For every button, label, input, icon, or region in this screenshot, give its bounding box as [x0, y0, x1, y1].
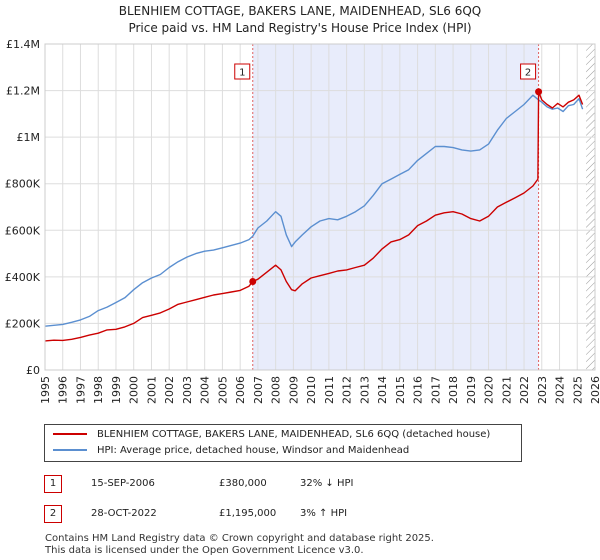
x-tick-label: 2013	[358, 376, 371, 404]
chart-title: BLENHIEM COTTAGE, BAKERS LANE, MAIDENHEA…	[118, 4, 482, 18]
legend-label-hpi: HPI: Average price, detached house, Wind…	[97, 445, 410, 456]
y-tick-label: £1M	[17, 131, 41, 144]
sale-hpi-1: 32% ↓ HPI	[300, 478, 354, 489]
x-tick-label: 2009	[287, 376, 300, 404]
sale-marker-text: 1	[239, 68, 245, 79]
x-tick-label: 2024	[554, 376, 567, 404]
x-tick-label: 2011	[323, 376, 336, 404]
x-tick-label: 2025	[571, 376, 584, 404]
sale-marker-box	[234, 63, 251, 80]
y-tick-label: £1.4M	[6, 38, 40, 51]
y-tick-label: £1.2M	[6, 85, 40, 98]
footer-copyright: Contains HM Land Registry data © Crown c…	[45, 533, 434, 544]
x-tick-label: 1997	[74, 376, 87, 404]
legend-item-hpi: HPI: Average price, detached house, Wind…	[53, 443, 409, 459]
price-chart: £0 £200K £400K £600K £800K £1M £1.2M £1.4M 1995 1…	[5, 38, 600, 404]
chart-subtitle: Price paid vs. HM Land Registry's House …	[128, 21, 472, 35]
sale-point	[535, 88, 543, 96]
sale-marker-label-2: 2	[44, 505, 62, 523]
x-tick-label: 2001	[145, 376, 158, 404]
x-tick-label: 2005	[216, 376, 229, 404]
legend: BLENHIEM COTTAGE, BAKERS LANE, MAIDENHEA…	[44, 424, 522, 462]
y-tick-label: £400K	[5, 271, 41, 284]
legend-item-property: BLENHIEM COTTAGE, BAKERS LANE, MAIDENHEA…	[53, 427, 490, 443]
sale-point	[249, 278, 257, 286]
x-tick-label: 2010	[305, 376, 318, 404]
y-tick-label: £0	[26, 364, 40, 377]
property-series-line	[44, 90, 584, 342]
sale-marker-box	[520, 63, 537, 80]
sale-hpi-2: 3% ↑ HPI	[300, 508, 348, 519]
x-tick-label: 2019	[465, 376, 478, 404]
forecast-hatch	[586, 44, 595, 370]
sale-marker-label-1: 1	[44, 475, 62, 493]
x-tick-label: 2023	[536, 376, 549, 404]
x-tick-label: 2004	[199, 376, 212, 404]
legend-label-property: BLENHIEM COTTAGE, BAKERS LANE, MAIDENHEA…	[97, 429, 491, 440]
sale-date-1: 15-SEP-2006	[91, 478, 155, 489]
x-tick-label: 2008	[270, 376, 283, 404]
footer-licence: This data is licensed under the Open Gov…	[45, 545, 364, 556]
x-tick-label: 2012	[341, 376, 354, 404]
legend-swatch-hpi	[53, 449, 87, 451]
x-tick-label: 2020	[483, 376, 496, 404]
sale-price-2: £1,195,000	[219, 508, 277, 519]
x-tick-label: 1995	[39, 376, 52, 404]
sale-price-1: £380,000	[219, 478, 267, 489]
plot-frame	[44, 43, 596, 371]
x-tick-label: 2006	[234, 376, 247, 404]
x-tick-label: 2022	[518, 376, 531, 404]
hpi-series-line	[44, 94, 584, 327]
x-tick-label: 2015	[394, 376, 407, 404]
y-tick-label: £600K	[5, 224, 41, 237]
x-tick-label: 2016	[412, 376, 425, 404]
x-tick-label: 2007	[252, 376, 265, 404]
sale-date-2: 28-OCT-2022	[91, 508, 157, 519]
y-tick-label: £200K	[5, 317, 41, 330]
x-tick-label: 2018	[447, 376, 460, 404]
x-tick-label: 1996	[57, 376, 70, 404]
x-tick-label: 2002	[163, 376, 176, 404]
x-tick-label: 2017	[429, 376, 442, 404]
x-tick-label: 2003	[181, 376, 194, 404]
x-tick-label: 2026	[589, 376, 600, 404]
x-tick-label: 1998	[92, 376, 105, 404]
x-tick-label: 2014	[376, 376, 389, 404]
y-tick-label: £800K	[5, 178, 41, 191]
sale-marker-text: 2	[525, 68, 531, 79]
x-tick-label: 2000	[128, 376, 141, 404]
x-tick-label: 2021	[500, 376, 513, 404]
x-tick-label: 1999	[110, 376, 123, 404]
ownership-shade	[252, 44, 539, 370]
legend-swatch-property	[53, 433, 87, 435]
